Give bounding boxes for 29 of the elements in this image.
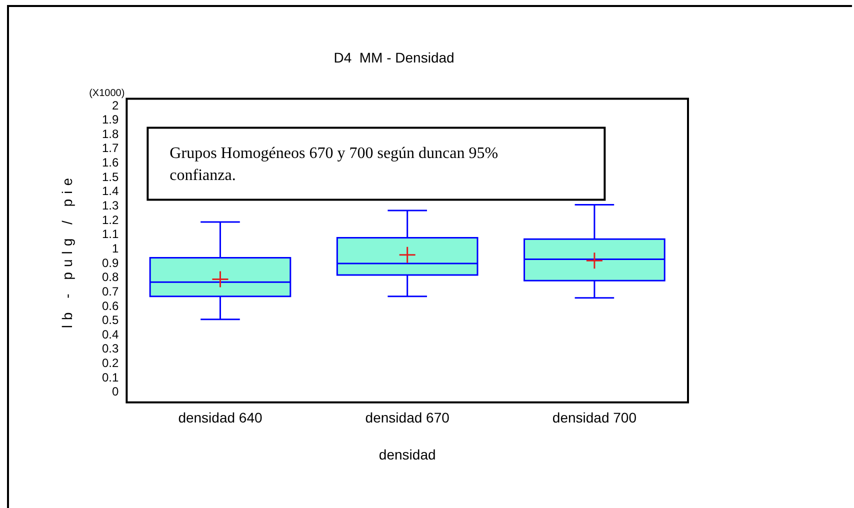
y-tick-label: 1.2: [102, 212, 119, 227]
x-tick-label: densidad 670: [365, 410, 450, 426]
text: (X1000): [89, 88, 125, 99]
y-tick-label: 0.1: [102, 370, 119, 384]
y-tick-label: 0.2: [102, 356, 119, 370]
y-tick-label: 1.8: [102, 126, 119, 141]
y-tick-label: 0.8: [102, 270, 119, 284]
y-tick-label: 0.5: [102, 313, 119, 328]
y-tick-label: 0.6: [102, 298, 119, 313]
y-tick-label: 0.3: [102, 342, 119, 356]
y-tick-label: 1.7: [102, 141, 119, 156]
y-tick-label: 1: [112, 241, 119, 256]
y-axis-title: lb - pulg / pie: [59, 173, 75, 328]
y-tick-label: 1.3: [102, 198, 119, 213]
y-tick-label: 0.7: [102, 284, 119, 298]
y-tick-label: 1.4: [102, 184, 119, 198]
y-tick-label: 2: [112, 98, 119, 112]
y-tick-label: 0: [112, 384, 119, 399]
y-tick-label: 1.6: [102, 156, 119, 170]
y-tick-label: 1.1: [102, 227, 119, 242]
y-tick-label: 0.9: [102, 256, 119, 270]
x-tick-label: densidad 700: [552, 410, 637, 426]
y-tick-label: 0.4: [102, 327, 119, 342]
chart-title: D4 MM - Densidad: [334, 49, 454, 66]
x-axis-title: densidad: [378, 446, 436, 462]
annotation: Grupos Homogéneos 670 y 700 según duncan 95% confianza.: [170, 144, 498, 184]
y-tick-label: 1.9: [102, 112, 119, 127]
y-tick-label: 1.5: [102, 170, 119, 184]
x-tick-label: densidad 640: [178, 410, 262, 426]
